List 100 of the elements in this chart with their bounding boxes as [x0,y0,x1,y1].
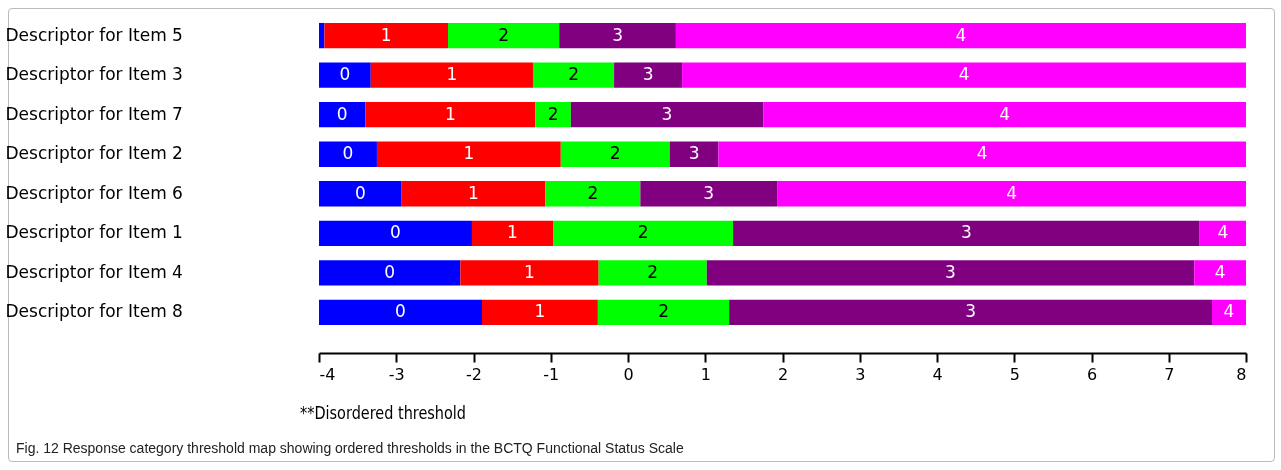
bar [376,141,561,167]
bar [598,260,707,286]
bar [319,62,371,88]
text: 3 [661,103,673,124]
y-tick-label: Descriptor for Item 1 [5,222,183,243]
y-tick-label: Descriptor for Item 2 [5,143,183,164]
bar [682,62,1246,88]
bar [777,181,1246,207]
bar [482,299,598,326]
bar [733,220,1200,246]
text: 4 [999,103,1011,124]
bar [597,299,730,326]
bar [319,181,402,207]
text: 1 [524,261,535,282]
text: 0 [395,301,406,322]
text: 4 [1223,301,1235,322]
bar [669,141,719,167]
x-tick-label: 7 [1164,364,1175,384]
bar [729,299,1213,326]
bar [532,62,615,88]
text: 0 [336,103,348,124]
text: 2 [637,222,649,243]
text: 3 [960,222,972,243]
x-tick-label: 0 [623,364,634,384]
caption: Fig. 12 Response category threshold map showing ordered thresholds in the BCTQ Functional Status Scale [16,440,684,456]
x-tick-label: -3 [388,364,405,384]
bar [319,102,366,128]
text: 3 [642,64,654,85]
bar [324,22,449,49]
bar [401,181,546,207]
bar [319,299,482,326]
text: 0 [390,222,401,243]
bar [319,22,325,49]
text: 4 [1217,222,1229,243]
bar [319,260,461,286]
y-tick-label: Descriptor for Item 3 [5,64,183,85]
x-tick-label: -4 [319,364,336,384]
text: **Disordered threshold [300,403,467,423]
bar [706,260,1195,286]
bar [471,220,554,246]
series-label: 1 [463,143,475,164]
text: 0 [354,182,366,203]
x-tick-label: 8 [1236,364,1247,384]
text: 3 [965,301,977,322]
x-tick-label: 5 [1009,364,1020,384]
text: 1 [534,301,546,322]
text: 4 [1006,182,1017,203]
x-tick-label: 1 [700,364,711,384]
bar [370,62,533,88]
y-tick-label: Descriptor for Item 4 [5,261,183,282]
text: 2 [647,261,659,282]
bar [545,181,641,207]
text: 1 [468,182,479,203]
text: 0 [339,64,351,85]
bar [448,22,560,49]
series-label: 4 [976,143,988,164]
text: 3 [612,24,623,45]
bar [460,260,599,286]
y-tick-label: Descriptor for Item 6 [5,182,183,203]
text: 3 [945,261,956,282]
bar [553,220,734,246]
text: 2 [568,64,579,85]
text: 3 [703,182,715,203]
series-label: 3 [688,143,700,164]
bar [319,220,472,246]
text: 2 [547,103,559,124]
bar [319,141,377,167]
bar [675,22,1246,49]
text: 1 [507,222,518,243]
bar [1212,299,1246,326]
y-tick-label: Descriptor for Item 5 [5,24,183,45]
bar [535,102,571,128]
text: 4 [955,24,967,45]
text: 2 [498,24,510,45]
bar [718,141,1246,167]
x-tick-label: -1 [543,364,560,384]
bar [640,181,778,207]
y-tick-label: Descriptor for Item 8 [5,301,183,322]
text: 4 [958,64,970,85]
x-tick-label: -2 [466,364,482,384]
text: 2 [587,182,599,203]
bar [1194,260,1246,286]
text: 1 [446,64,458,85]
y-tick-label: Descriptor for Item 7 [5,103,183,124]
text: 0 [384,261,396,282]
text: 2 [658,301,669,322]
series-label: 2 [609,143,621,164]
bar [365,102,536,128]
bar [559,22,676,49]
bar [1199,220,1246,246]
text: 1 [444,103,456,124]
text: 1 [380,24,392,45]
x-tick-label: 6 [1086,364,1098,384]
x-tick-label: 3 [855,364,866,384]
bar [614,62,683,88]
bar [560,141,670,167]
series-label: 0 [342,143,354,164]
bar [570,102,764,128]
text: 4 [1214,261,1226,282]
x-tick-label: 2 [777,364,789,384]
